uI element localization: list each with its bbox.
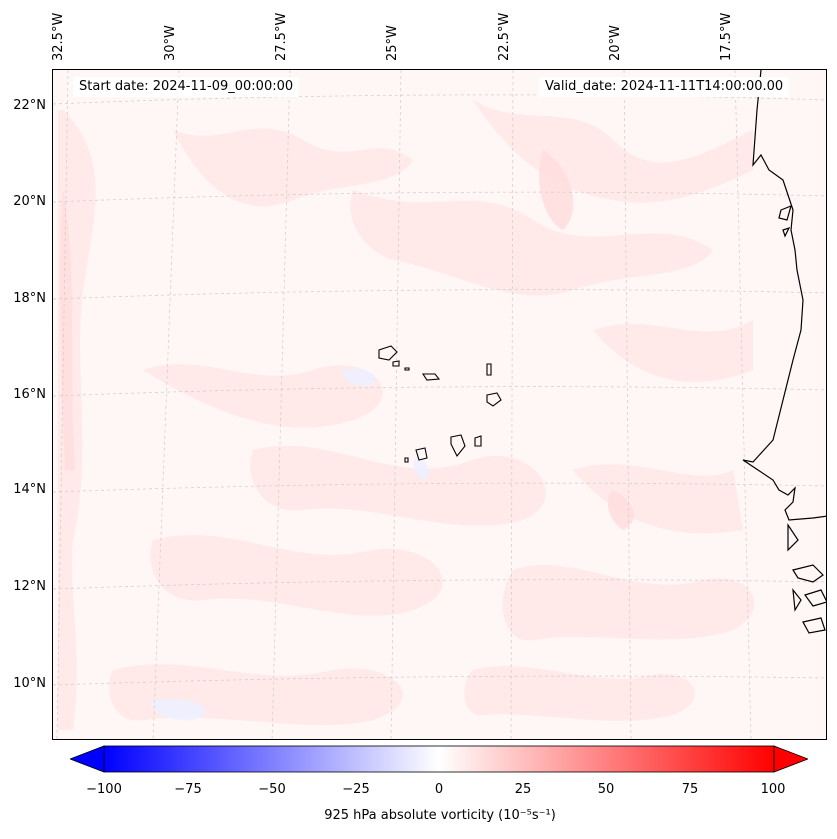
colorbar-min-extend-arrow <box>70 745 105 773</box>
colorbar-label: 925 hPa absolute vorticity (10⁻⁵s⁻¹) <box>324 808 556 823</box>
colorbar-tick-25: 25 <box>514 782 532 797</box>
lat-label-10n: 10°N <box>13 676 46 691</box>
lon-label-17-5w: 17.5°W <box>719 12 734 61</box>
graticule <box>53 70 826 739</box>
colorbar-tick-100: 100 <box>760 782 786 797</box>
colorbar-max-extend-arrow <box>773 745 808 773</box>
lat-label-22n: 22°N <box>13 98 46 113</box>
lon-label-32-5w: 32.5°W <box>51 12 66 61</box>
colorbar-tick-n50: −50 <box>258 782 286 797</box>
colorbar <box>70 745 808 773</box>
lat-label-20n: 20°N <box>13 194 46 209</box>
cape-verde-islands <box>378 345 502 463</box>
colorbar-tick-n100: −100 <box>86 782 122 797</box>
coastline <box>742 70 826 634</box>
start-date-label: Start date: 2024-11-09_00:00:00 <box>73 77 300 97</box>
lat-label-16n: 16°N <box>13 387 46 402</box>
vorticity-contours <box>58 100 755 730</box>
colorbar-tick-50: 50 <box>597 782 615 797</box>
vorticity-contours-strong <box>59 150 634 530</box>
colorbar-gradient <box>103 745 775 773</box>
negative-vorticity-contours <box>152 368 429 721</box>
colorbar-tick-n75: −75 <box>174 782 202 797</box>
colorbar-tick-n25: −25 <box>342 782 370 797</box>
lon-label-22-5w: 22.5°W <box>497 12 512 61</box>
colorbar-tick-0: 0 <box>434 782 444 797</box>
lon-label-20w: 20°W <box>608 25 623 61</box>
lat-label-18n: 18°N <box>13 291 46 306</box>
lon-label-25w: 25°W <box>385 25 400 61</box>
lat-label-14n: 14°N <box>13 482 46 497</box>
lat-label-12n: 12°N <box>13 579 46 594</box>
map-panel[interactable] <box>52 69 827 740</box>
vorticity-field <box>53 70 826 739</box>
colorbar-tick-75: 75 <box>681 782 699 797</box>
valid-date-label: Valid_date: 2024-11-11T14:00:00.00 <box>539 77 790 97</box>
lon-label-27-5w: 27.5°W <box>274 12 289 61</box>
lon-label-30w: 30°W <box>163 25 178 61</box>
